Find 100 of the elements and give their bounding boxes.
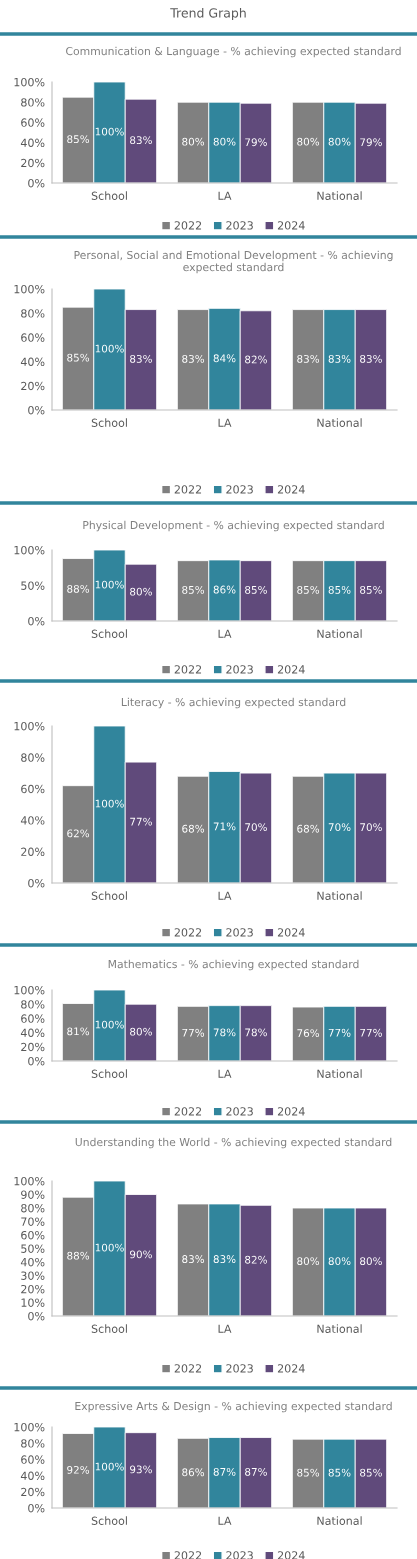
data-label: 70%	[328, 823, 351, 832]
x-tick-label: School	[91, 891, 127, 900]
chart-title: Literacy - % achieving expected standard	[121, 697, 346, 709]
data-label: 78%	[245, 1028, 267, 1037]
data-label: 100%	[95, 1020, 124, 1029]
x-tick-label: LA	[218, 1069, 232, 1078]
data-label: 80%	[360, 1257, 382, 1266]
legend-label: 2023	[226, 1364, 253, 1373]
data-label: 77%	[130, 817, 152, 826]
data-label: 77%	[182, 1028, 205, 1037]
data-label: 80%	[297, 1257, 320, 1266]
x-tick-label: National	[317, 891, 362, 900]
legend-label: 2023	[226, 928, 253, 937]
y-tick-label: 20%	[21, 1042, 45, 1052]
legend-label: 2024	[277, 1107, 305, 1116]
data-label: 78%	[213, 1028, 236, 1037]
data-label: 80%	[297, 137, 320, 146]
y-tick-label: 10%	[21, 1298, 45, 1307]
legend-label: 2022	[174, 485, 202, 494]
y-tick-label: 60%	[21, 333, 45, 342]
data-label: 83%	[182, 1255, 205, 1263]
legend-label: 2022	[174, 1551, 202, 1559]
y-tick-label: 80%	[21, 98, 45, 107]
y-tick-label: 40%	[20, 1028, 45, 1037]
y-tick-label: 100%	[14, 721, 45, 731]
data-label: 68%	[297, 824, 320, 833]
y-tick-label: 100%	[14, 985, 45, 995]
data-label: 87%	[245, 1467, 267, 1476]
x-tick-label: National	[317, 1516, 362, 1525]
y-tick-label: 100%	[14, 284, 45, 294]
legend-label: 2024	[277, 1364, 305, 1373]
y-tick-label: 100%	[14, 545, 45, 555]
data-label: 85%	[360, 1468, 382, 1477]
data-label: 100%	[95, 799, 124, 808]
data-label: 85%	[67, 353, 90, 362]
chart-title: Physical Development - % achieving expected standard	[83, 520, 384, 532]
y-tick-label: 80%	[21, 309, 45, 318]
y-tick-label: 0%	[28, 405, 45, 415]
legend-label: 2022	[174, 221, 202, 230]
data-label: 80%	[213, 137, 236, 146]
data-label: 70%	[360, 823, 382, 832]
data-label: 76%	[297, 1029, 320, 1038]
y-tick-label: 80%	[21, 1203, 45, 1213]
data-label: 100%	[95, 1462, 124, 1471]
legend-label: 2023	[226, 221, 253, 230]
data-label: 77%	[328, 1028, 351, 1037]
data-label: 80%	[328, 137, 351, 146]
x-tick-label: School	[91, 1069, 127, 1078]
data-label: 85%	[67, 135, 90, 144]
y-tick-label: 40%	[20, 816, 45, 825]
y-tick-label: 60%	[21, 1014, 45, 1023]
y-tick-label: 0%	[28, 178, 45, 188]
y-tick-label: 20%	[21, 1487, 45, 1497]
data-label: 85%	[328, 585, 351, 594]
x-tick-label: School	[91, 418, 127, 427]
y-tick-label: 30%	[21, 1271, 45, 1280]
x-tick-label: LA	[218, 629, 232, 638]
data-label: 83%	[328, 354, 351, 363]
y-tick-label: 40%	[20, 1257, 45, 1267]
legend-label: 2022	[174, 928, 202, 937]
x-tick-label: LA	[218, 1516, 232, 1525]
y-tick-label: 40%	[20, 1471, 45, 1480]
legend-label: 2023	[226, 1107, 253, 1116]
legend-label: 2024	[277, 665, 305, 674]
data-label: 100%	[95, 580, 124, 589]
data-label: 80%	[328, 1257, 351, 1266]
legend-label: 2024	[277, 1551, 305, 1559]
data-label: 83%	[182, 354, 205, 363]
data-label: 85%	[297, 585, 320, 594]
y-tick-label: 0%	[28, 1056, 45, 1066]
data-label: 93%	[130, 1465, 152, 1474]
chart-title: Mathematics - % achieving expected standard	[108, 959, 359, 971]
data-label: 82%	[245, 1255, 267, 1264]
y-tick-label: 0%	[28, 616, 45, 626]
x-tick-label: LA	[218, 191, 232, 200]
data-label: 88%	[67, 1251, 90, 1260]
legend-label: 2023	[226, 665, 253, 674]
x-tick-label: LA	[218, 891, 232, 900]
y-tick-label: 20%	[21, 1284, 45, 1294]
y-tick-label: 0%	[28, 1503, 45, 1513]
y-tick-label: 20%	[21, 381, 45, 391]
x-tick-label: National	[317, 1069, 362, 1078]
data-label: 79%	[245, 138, 267, 147]
chart-title: Personal, Social and Emotional Development - % achieving expected standard	[74, 250, 393, 274]
x-tick-label: National	[317, 1324, 362, 1333]
y-tick-label: 60%	[21, 1455, 45, 1464]
data-label: 80%	[130, 1027, 152, 1036]
data-label: 100%	[95, 344, 124, 353]
x-tick-label: School	[91, 629, 127, 638]
y-tick-label: 20%	[21, 158, 45, 168]
data-label: 85%	[360, 585, 382, 594]
data-label: 71%	[213, 822, 236, 831]
y-tick-label: 90%	[21, 1190, 45, 1199]
legend-label: 2022	[174, 1364, 202, 1373]
y-tick-label: 60%	[21, 118, 45, 127]
data-label: 83%	[213, 1255, 236, 1263]
y-tick-label: 60%	[21, 784, 45, 794]
y-tick-label: 0%	[28, 1311, 45, 1321]
data-label: 90%	[130, 1250, 152, 1259]
y-tick-label: 80%	[21, 1000, 45, 1009]
